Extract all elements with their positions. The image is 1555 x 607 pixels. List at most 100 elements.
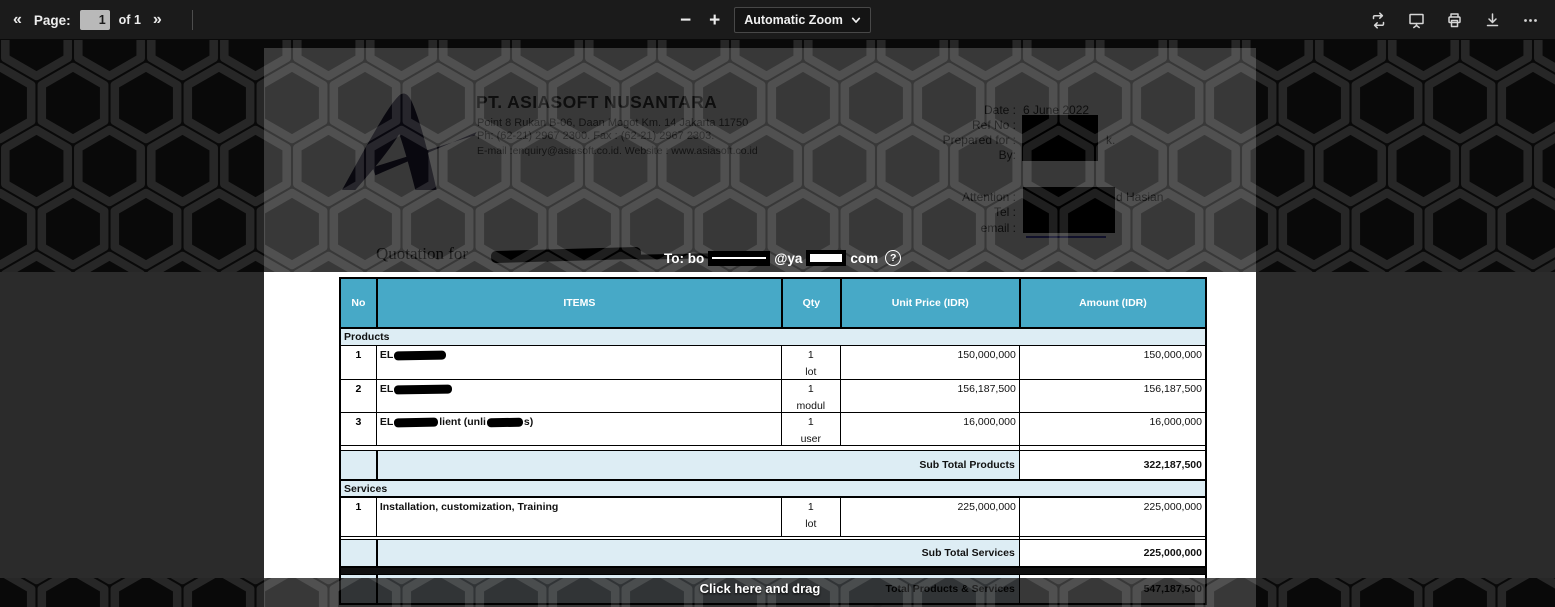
email-label: email :: [980, 221, 1016, 235]
subtotal-services-row: Sub Total Services 225,000,000: [341, 539, 1205, 566]
subtotal-services-label: Sub Total Services: [341, 540, 1019, 566]
previous-page-icon[interactable]: «: [13, 11, 22, 28]
col-header-items: ITEMS: [375, 279, 781, 327]
subtotal-services-value: 225,000,000: [1018, 540, 1205, 566]
section-row-products: Products: [341, 327, 1205, 345]
row-item: EL lient (unli s): [375, 413, 781, 445]
pdf-viewer-canvas: PT. ASIASOFT NUSANTARA Point 8 Rukan B-0…: [0, 40, 1555, 607]
drag-hint-text[interactable]: Click here and drag: [699, 581, 821, 596]
scribble-redaction: [486, 417, 523, 428]
table-row: 3 EL lient (unli s) 1 user 16,000,000 16,00…: [341, 412, 1205, 445]
date-label: Date :: [983, 103, 1016, 117]
qty-unit: lot: [805, 366, 817, 378]
zoom-in-icon[interactable]: +: [709, 9, 721, 31]
pdf-toolbar: « Page: of 1 » − + Automatic Zoom: [0, 0, 1555, 40]
by-label: By:: [998, 148, 1016, 162]
company-name: PT. ASIASOFT NUSANTARA: [476, 92, 718, 112]
quotation-table: No ITEMS Qty Unit Price (IDR) Amount (ID…: [339, 277, 1207, 605]
redaction-box: [806, 250, 847, 266]
col-header-no: No: [341, 279, 376, 327]
qty-unit: lot: [805, 518, 817, 530]
question-circle-icon[interactable]: ?: [885, 250, 902, 266]
to-address-line: To: bo @ya com ?: [664, 250, 902, 266]
next-page-icon[interactable]: »: [152, 11, 162, 28]
attention-value-end: d Hasian: [1116, 190, 1164, 204]
subtotal-products-row: Sub Total Products 322,187,500: [341, 450, 1205, 479]
qty-unit: modul: [796, 400, 826, 412]
scribble-redaction: [394, 384, 453, 395]
table-row: 1 Installation, customization, Training …: [341, 496, 1205, 536]
toolbar-divider: [191, 10, 193, 30]
item-text: EL: [379, 416, 394, 428]
item-text: s): [523, 416, 534, 428]
row-qty: 1 lot: [780, 346, 840, 379]
scribble-redaction: [394, 417, 439, 428]
page-count-label: of 1: [118, 13, 141, 27]
to-prefix: To: bo: [664, 250, 705, 266]
to-domain: com: [850, 250, 879, 266]
prepared-for-end: k.: [1106, 133, 1116, 147]
row-no: 2: [355, 383, 362, 395]
page-label: Page:: [33, 12, 71, 28]
download-icon[interactable]: [1482, 10, 1503, 31]
row-amount: 150,000,000: [1018, 346, 1205, 379]
tel-label: Tel :: [993, 205, 1016, 219]
row-amount: 16,000,000: [1018, 413, 1205, 445]
rotate-icon[interactable]: [1368, 10, 1389, 31]
email-link-underline: [1026, 236, 1106, 238]
redaction-box: [1023, 187, 1115, 233]
item-text: lient (unli: [439, 416, 486, 428]
asiasoft-logo: [342, 93, 477, 190]
qty-value: 1: [807, 383, 814, 395]
col-header-amount: Amount (IDR): [1018, 279, 1205, 327]
section-row-services: Services: [341, 479, 1205, 496]
row-unit-price: 16,000,000: [839, 413, 1019, 445]
company-email-web: E-mail :enquiry@asiasoft.co.id. Website …: [477, 145, 758, 157]
row-item: EL: [375, 380, 781, 412]
zoom-out-icon[interactable]: −: [680, 9, 692, 31]
scribble-redaction: [394, 350, 447, 361]
chevron-down-icon: [851, 17, 860, 23]
page-number-input[interactable]: [79, 10, 110, 30]
subtotal-products-label: Sub Total Products: [341, 451, 1019, 479]
spacer-row: [341, 445, 1205, 450]
redaction-box: [1022, 115, 1098, 161]
prepared-for-label: Prepared for :: [942, 133, 1016, 147]
spacer-row: [341, 536, 1205, 539]
printer-icon[interactable]: [1444, 10, 1465, 31]
row-amount: 225,000,000: [1018, 498, 1205, 536]
table-header-row: No ITEMS Qty Unit Price (IDR) Amount (ID…: [341, 279, 1205, 327]
document-page: PT. ASIASOFT NUSANTARA Point 8 Rukan B-0…: [264, 48, 1256, 607]
row-qty: 1 user: [780, 413, 840, 445]
col-header-qty: Qty: [780, 279, 840, 327]
attention-label: Attention :: [961, 190, 1016, 204]
row-unit-price: 156,187,500: [839, 380, 1019, 412]
qty-value: 1: [807, 416, 814, 428]
qty-unit: user: [800, 433, 822, 445]
table-row: 2 EL 1 modul 156,187,500 156,187,500: [341, 379, 1205, 412]
zoom-level-select[interactable]: Automatic Zoom: [734, 7, 871, 33]
subtotal-products-value: 322,187,500: [1018, 451, 1205, 479]
row-no: 3: [355, 416, 362, 428]
zoom-level-value: Automatic Zoom: [744, 13, 843, 27]
row-item: Installation, customization, Training: [375, 498, 781, 536]
row-qty: 1 modul: [780, 380, 840, 412]
presentation-mode-icon[interactable]: [1406, 10, 1427, 31]
row-unit-price: 225,000,000: [839, 498, 1019, 536]
item-text: EL: [379, 349, 394, 361]
row-no: 1: [355, 501, 362, 513]
ref-no-label: Ref No :: [971, 118, 1016, 132]
row-qty: 1 lot: [780, 498, 840, 536]
scribble-redaction: [490, 246, 642, 264]
table-row: 1 EL 1 lot 150,000,000 150,000,000: [341, 345, 1205, 379]
more-options-icon[interactable]: [1520, 10, 1541, 31]
row-item: EL: [375, 346, 781, 379]
to-at: @ya: [774, 250, 803, 266]
item-text: EL: [379, 383, 394, 395]
row-unit-price: 150,000,000: [839, 346, 1019, 379]
qty-value: 1: [807, 501, 814, 513]
row-no: 1: [355, 349, 362, 361]
table-separator-band: [341, 566, 1205, 574]
col-header-unit-price: Unit Price (IDR): [839, 279, 1019, 327]
row-amount: 156,187,500: [1018, 380, 1205, 412]
